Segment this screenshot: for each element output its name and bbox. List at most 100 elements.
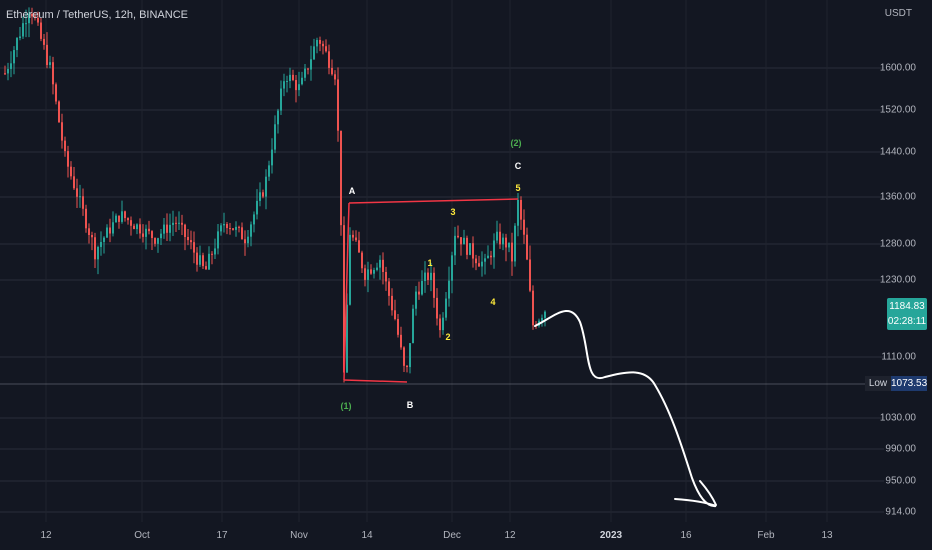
candle-body: [160, 233, 162, 239]
candle-body: [358, 240, 360, 253]
candle-body: [229, 228, 231, 230]
candle-body: [394, 310, 396, 320]
candles: [4, 7, 546, 383]
candle-body: [430, 272, 432, 281]
candle-body: [277, 110, 279, 125]
wave-label: 1: [427, 258, 433, 268]
candle-body: [205, 266, 207, 270]
candle-body: [94, 237, 96, 260]
candle-body: [4, 73, 6, 75]
candle-body: [25, 23, 27, 25]
candle-body: [505, 237, 507, 248]
y-tick-label: 990.00: [885, 443, 916, 455]
candle-body: [415, 291, 417, 309]
candle-body: [40, 22, 42, 39]
candle-body: [67, 151, 69, 167]
candle-body: [190, 240, 192, 243]
candle-body: [397, 319, 399, 335]
candle-body: [202, 255, 204, 267]
candle-body: [520, 199, 522, 220]
candle-body: [199, 255, 201, 265]
candle-body: [313, 46, 315, 60]
candle-body: [301, 77, 303, 85]
candle-body: [352, 234, 354, 238]
candle-body: [457, 235, 459, 238]
candle-body: [460, 237, 462, 245]
candle-body: [256, 200, 258, 215]
candle-body: [223, 224, 225, 226]
candle-body: [16, 38, 18, 51]
candle-body: [340, 130, 342, 226]
candle-body: [526, 234, 528, 260]
candle-body: [487, 255, 489, 259]
candle-body: [211, 253, 213, 255]
candle-body: [493, 240, 495, 258]
x-tick-label: 13: [821, 530, 833, 541]
wave-label: (2): [510, 138, 522, 148]
candle-body: [529, 259, 531, 291]
candle-body: [247, 236, 249, 244]
candle-body: [325, 46, 327, 52]
candle-body: [265, 176, 267, 197]
candle-body: [388, 281, 390, 296]
candle-body: [49, 62, 51, 65]
candle-body: [403, 347, 405, 366]
candle-body: [304, 68, 306, 78]
candle-body: [157, 238, 159, 244]
candle-body: [445, 298, 447, 318]
candle-body: [169, 224, 171, 233]
candle-body: [379, 259, 381, 268]
candle-body: [346, 304, 348, 373]
candle-body: [367, 269, 369, 280]
y-tick-label: 1360.00: [879, 191, 916, 203]
wave-channel-top: [348, 198, 519, 204]
candle-body: [88, 228, 90, 235]
candle-body: [97, 246, 99, 260]
candle-body: [139, 224, 141, 234]
candle-body: [238, 226, 240, 228]
candle-body: [187, 236, 189, 241]
candle-body: [337, 79, 339, 131]
candle-body: [10, 63, 12, 69]
candle-body: [496, 231, 498, 241]
candle-body: [262, 192, 264, 197]
low-price-badge: 1073.53: [891, 376, 928, 391]
candle-body: [514, 225, 516, 262]
candle-body: [406, 365, 408, 368]
candle-body: [451, 255, 453, 281]
candle-body: [124, 211, 126, 219]
candle-body: [82, 196, 84, 209]
candle-body: [481, 261, 483, 267]
candle-body: [295, 80, 297, 91]
candle-body: [31, 13, 33, 17]
candle-body: [64, 140, 66, 152]
candle-body: [508, 242, 510, 248]
candle-body: [196, 252, 198, 265]
candle-body: [154, 238, 156, 244]
candle-body: [79, 196, 81, 198]
candle-body: [511, 242, 513, 262]
candle-body: [400, 334, 402, 348]
candle-body: [424, 272, 426, 282]
candle-body: [145, 228, 147, 237]
candle-body: [466, 237, 468, 255]
candle-body: [310, 59, 312, 70]
candle-body: [184, 224, 186, 237]
candle-body: [271, 149, 273, 166]
candle-body: [376, 267, 378, 270]
currency-unit: USDT: [884, 8, 912, 19]
x-tick-label: Nov: [290, 530, 308, 541]
candle-body: [490, 255, 492, 258]
candle-body: [478, 263, 480, 267]
x-tick-label: 12: [40, 530, 52, 541]
candle-body: [502, 237, 504, 245]
candle-body: [7, 68, 9, 74]
candle-body: [19, 36, 21, 39]
candle-body: [334, 74, 336, 80]
wave-annotation-lines: [343, 198, 519, 383]
candle-body: [307, 68, 309, 70]
candle-body: [259, 192, 261, 201]
y-tick-label: 1030.00: [879, 412, 916, 424]
candle-body: [115, 215, 117, 223]
